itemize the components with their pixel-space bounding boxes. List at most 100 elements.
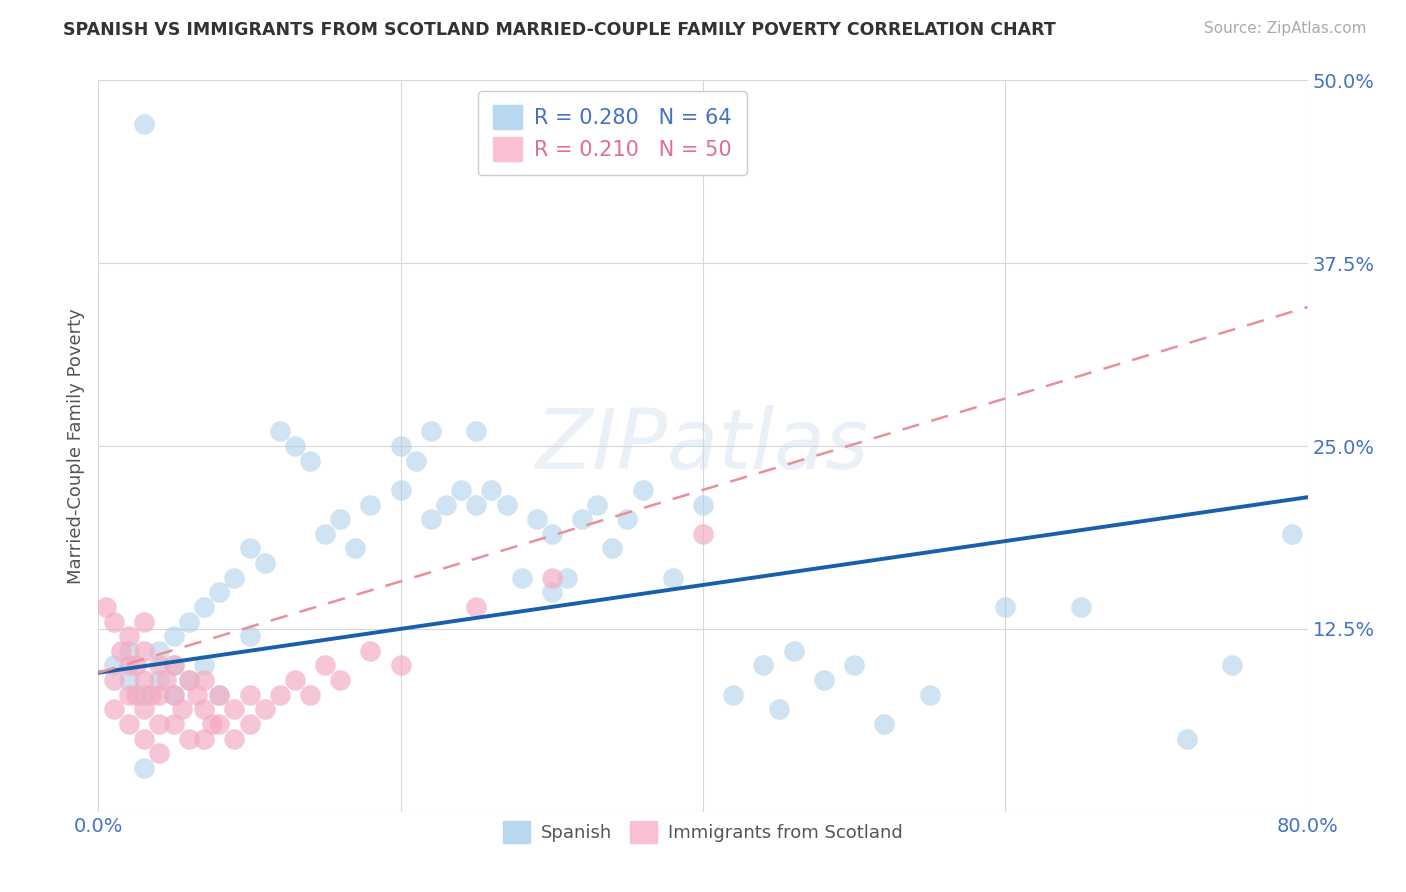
Point [163,629,186,643]
Point [571,512,593,526]
Point [193,702,215,716]
Point [389,439,412,453]
Point [344,541,367,556]
Point [389,658,412,673]
Point [148,746,170,760]
Point [420,425,443,439]
Point [239,541,262,556]
Point [389,483,412,497]
Point [148,688,170,702]
Point [155,673,177,687]
Point [405,453,427,467]
Point [692,526,714,541]
Point [148,644,170,658]
Point [224,731,246,746]
Point [540,571,562,585]
Point [269,425,291,439]
Point [193,673,215,687]
Point [163,688,186,702]
Point [1070,599,1092,614]
Point [1175,731,1198,746]
Point [118,644,141,658]
Point [284,439,307,453]
Point [450,483,472,497]
Point [540,585,562,599]
Point [783,644,806,658]
Point [768,702,790,716]
Point [555,571,578,585]
Point [201,717,224,731]
Point [284,673,307,687]
Point [110,644,132,658]
Text: SPANISH VS IMMIGRANTS FROM SCOTLAND MARRIED-COUPLE FAMILY POVERTY CORRELATION CH: SPANISH VS IMMIGRANTS FROM SCOTLAND MARR… [63,21,1056,39]
Point [723,688,745,702]
Point [125,688,148,702]
Point [586,498,609,512]
Text: Source: ZipAtlas.com: Source: ZipAtlas.com [1204,21,1367,37]
Point [141,688,163,702]
Point [994,599,1017,614]
Point [208,585,231,599]
Point [269,688,291,702]
Point [132,688,155,702]
Point [1281,526,1303,541]
Point [239,717,262,731]
Point [329,673,352,687]
Point [148,673,170,687]
Point [360,498,382,512]
Point [481,483,503,497]
Point [132,615,155,629]
Point [132,644,155,658]
Point [103,658,125,673]
Point [239,629,262,643]
Point [132,117,155,131]
Point [132,702,155,716]
Point [540,526,562,541]
Point [224,702,246,716]
Point [118,688,141,702]
Point [813,673,835,687]
Point [163,717,186,731]
Point [118,717,141,731]
Point [186,688,208,702]
Point [253,702,276,716]
Point [103,702,125,716]
Point [179,615,201,629]
Point [495,498,517,512]
Point [329,512,352,526]
Point [208,688,231,702]
Point [314,526,336,541]
Point [224,571,246,585]
Point [148,658,170,673]
Point [661,571,683,585]
Point [118,658,141,673]
Point [873,717,896,731]
Point [163,658,186,673]
Point [434,498,457,512]
Point [602,541,624,556]
Point [163,688,186,702]
Point [179,731,201,746]
Point [692,498,714,512]
Y-axis label: Married-Couple Family Poverty: Married-Couple Family Poverty [66,308,84,584]
Text: ZIPatlas: ZIPatlas [536,406,870,486]
Point [299,688,322,702]
Legend: Spanish, Immigrants from Scotland: Spanish, Immigrants from Scotland [496,814,910,850]
Point [208,717,231,731]
Point [118,629,141,643]
Point [132,761,155,775]
Point [170,702,193,716]
Point [193,599,215,614]
Point [94,599,117,614]
Point [631,483,654,497]
Point [103,615,125,629]
Point [510,571,533,585]
Point [118,673,141,687]
Point [132,731,155,746]
Point [179,673,201,687]
Point [239,688,262,702]
Point [314,658,336,673]
Point [918,688,941,702]
Point [125,658,148,673]
Point [844,658,866,673]
